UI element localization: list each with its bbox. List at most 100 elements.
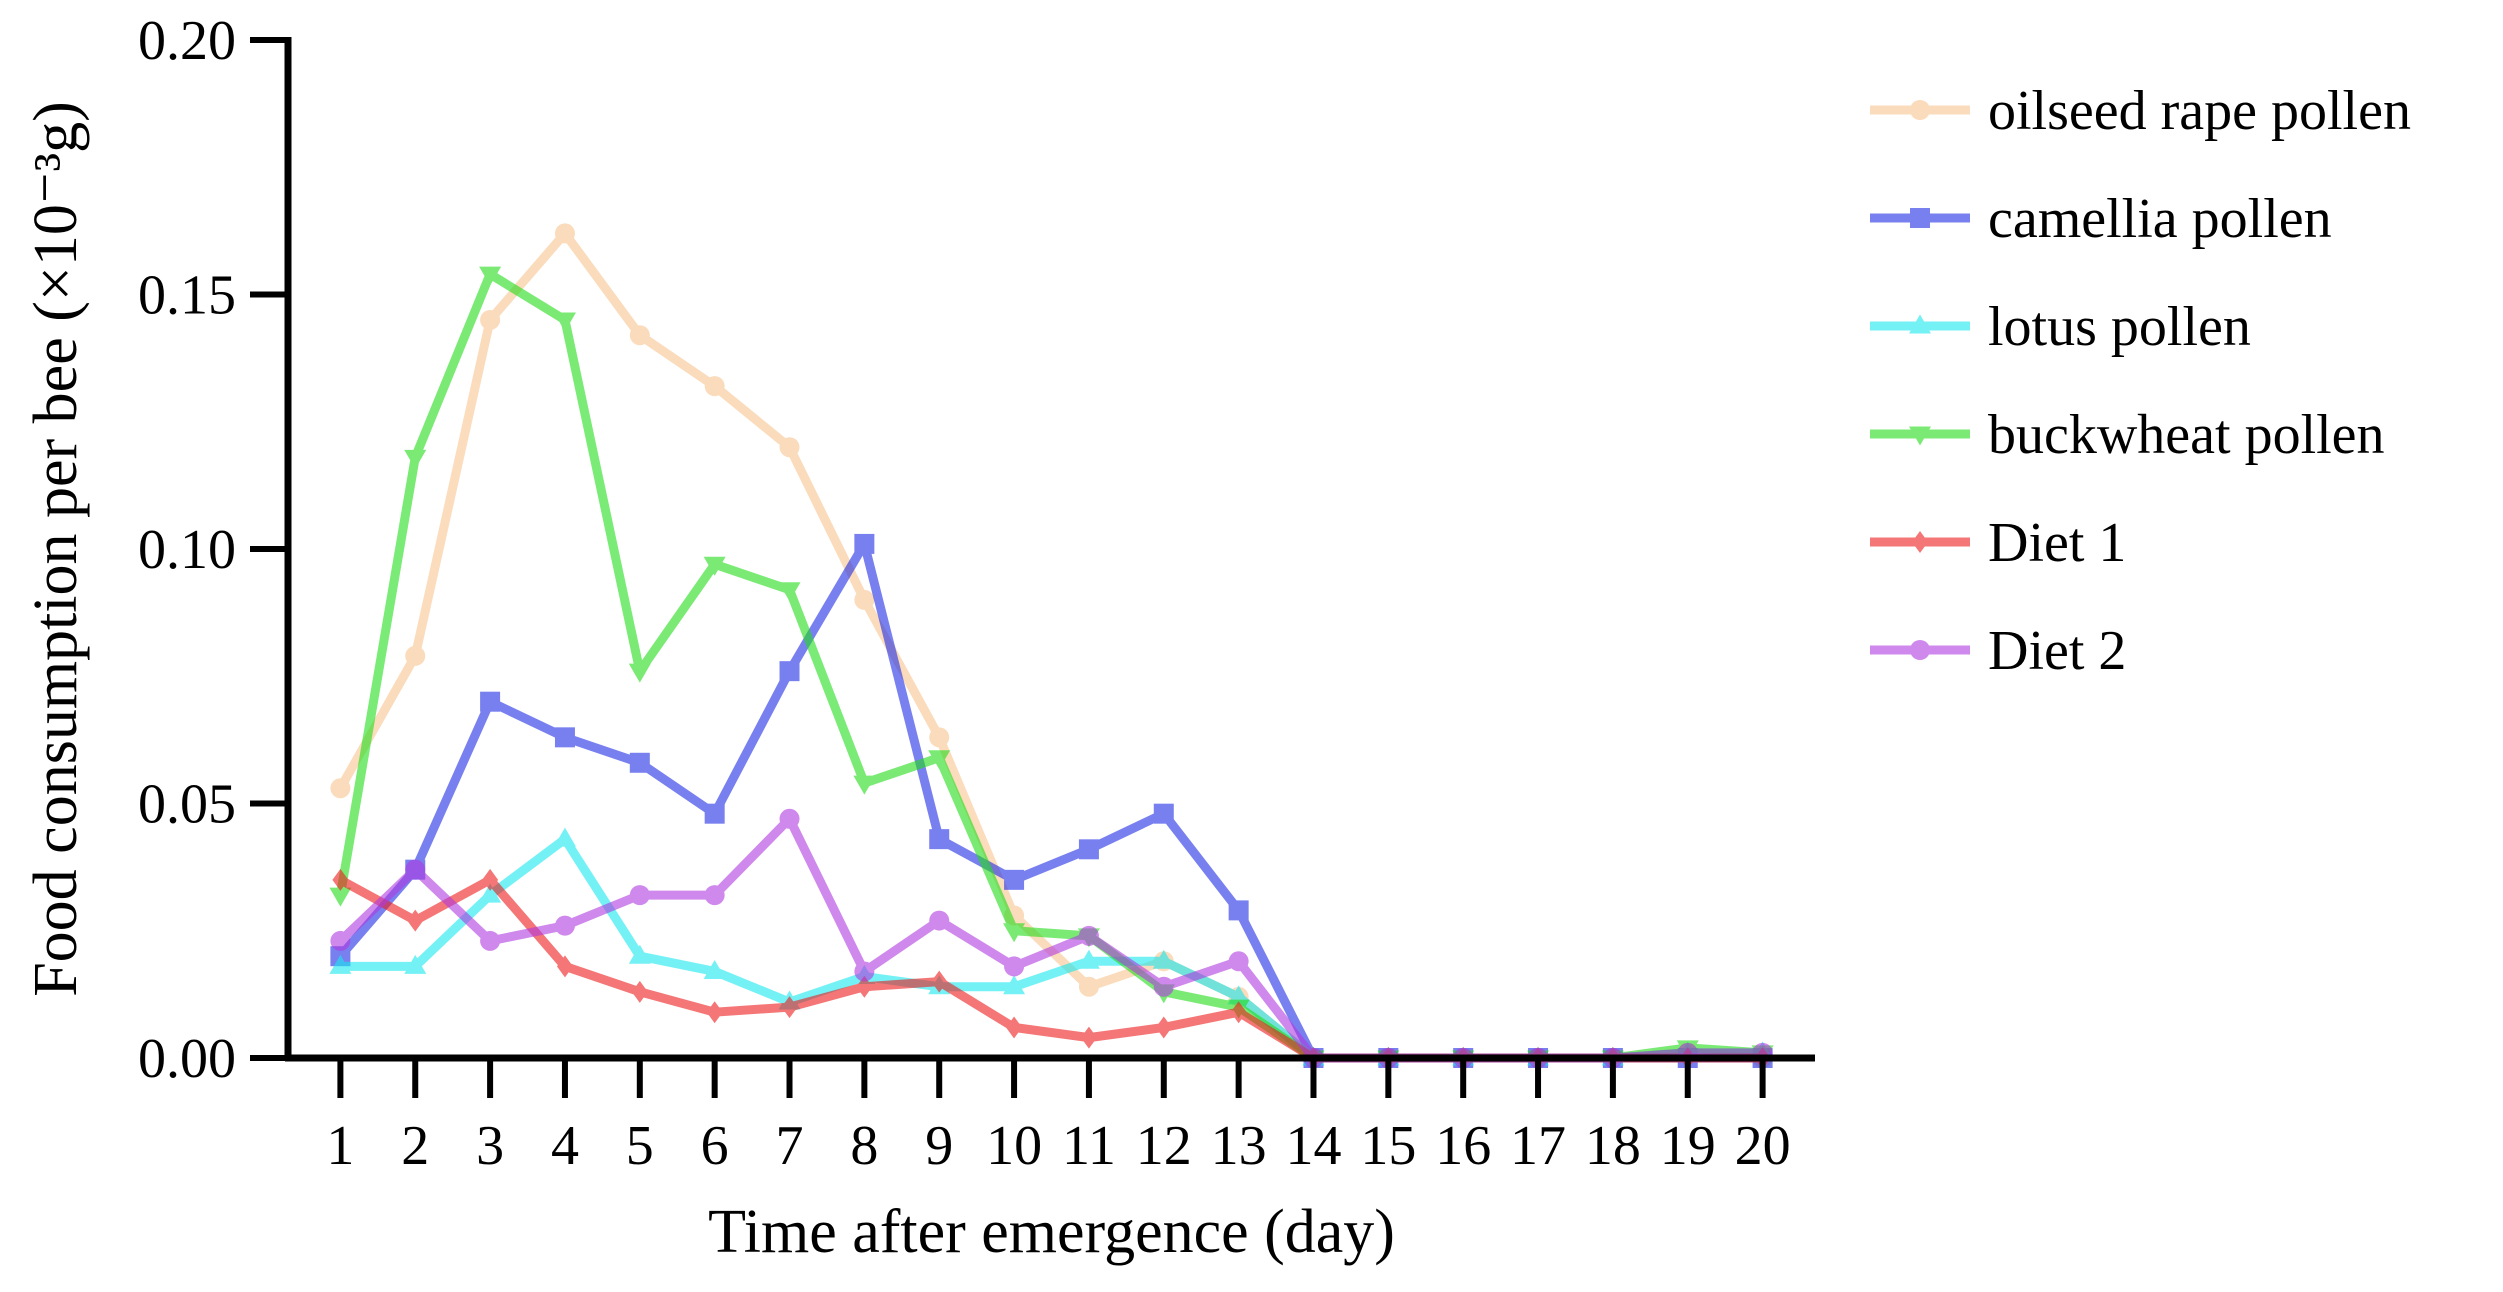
legend: oilseed rape pollen camellia pollen lotus … xyxy=(1870,80,2411,682)
data-point xyxy=(1003,975,1026,995)
data-point xyxy=(704,376,725,397)
data-point xyxy=(1078,839,1099,860)
data-point xyxy=(1004,869,1025,890)
data-point xyxy=(854,961,875,982)
legend-label: camellia pollen xyxy=(1988,188,2332,250)
y-tick-label: 0.10 xyxy=(138,519,236,581)
data-point xyxy=(405,859,426,880)
legend-marker xyxy=(1912,531,1928,553)
legend-marker xyxy=(1909,314,1931,334)
data-point xyxy=(779,808,800,829)
legend-swatch xyxy=(1870,640,1970,660)
data-point xyxy=(854,533,875,554)
series-diet-1 xyxy=(332,868,1771,1069)
data-point xyxy=(704,885,725,906)
legend-label: Diet 1 xyxy=(1988,512,2126,574)
data-point xyxy=(629,325,650,346)
x-axis-title: Time after emergence (day) xyxy=(708,1198,1395,1266)
data-point xyxy=(704,803,725,824)
x-tick-label: 5 xyxy=(626,1115,654,1177)
data-point xyxy=(554,727,575,748)
x-tick-label: 3 xyxy=(476,1115,504,1177)
legend-marker xyxy=(1909,426,1931,446)
data-point xyxy=(554,915,575,936)
data-point xyxy=(482,868,499,891)
data-point xyxy=(929,727,950,748)
data-point xyxy=(1004,956,1025,977)
x-tick-label: 17 xyxy=(1510,1115,1566,1177)
data-point xyxy=(553,312,576,332)
data-point xyxy=(929,910,950,931)
legend-item: Diet 2 xyxy=(1870,620,2126,682)
x-tick-label: 15 xyxy=(1360,1115,1416,1177)
legend-item: camellia pollen xyxy=(1870,188,2332,250)
data-point xyxy=(706,1001,723,1024)
x-tick-label: 14 xyxy=(1285,1115,1341,1177)
data-point xyxy=(1155,1016,1172,1039)
x-tick-label: 16 xyxy=(1435,1115,1491,1177)
x-tick-label: 1 xyxy=(326,1115,354,1177)
x-tick-label: 9 xyxy=(925,1115,953,1177)
data-point xyxy=(479,266,502,286)
data-point xyxy=(853,775,876,795)
legend-marker xyxy=(1910,640,1930,660)
data-point xyxy=(1078,925,1099,946)
data-point xyxy=(1078,976,1099,997)
data-point xyxy=(1006,1016,1023,1039)
legend-swatch xyxy=(1870,314,1970,334)
data-point xyxy=(407,909,424,932)
x-tick-label: 4 xyxy=(551,1115,579,1177)
series-layer xyxy=(329,223,1774,1070)
data-point xyxy=(628,944,651,964)
data-point xyxy=(553,827,576,847)
data-point xyxy=(1080,1026,1097,1049)
data-point xyxy=(479,883,502,903)
data-point xyxy=(779,437,800,458)
legend-swatch xyxy=(1870,208,1970,228)
legend-swatch xyxy=(1870,531,1970,553)
x-tick-label: 12 xyxy=(1136,1115,1192,1177)
data-point xyxy=(628,663,651,683)
data-point xyxy=(1228,900,1249,921)
data-point xyxy=(931,970,948,993)
legend-label: oilseed rape pollen xyxy=(1988,80,2411,142)
data-point xyxy=(1153,976,1174,997)
legend-swatch xyxy=(1870,100,1970,120)
legend-label: lotus pollen xyxy=(1988,296,2251,358)
data-point xyxy=(329,954,352,974)
data-point xyxy=(778,582,801,602)
data-point xyxy=(854,589,875,610)
data-point xyxy=(330,778,351,799)
x-tick-label: 10 xyxy=(986,1115,1042,1177)
data-point xyxy=(703,556,726,576)
y-axis-title: Food consumption per bee (×10⁻³g) xyxy=(22,101,90,997)
data-point xyxy=(929,829,950,850)
data-point xyxy=(629,885,650,906)
series-line xyxy=(335,814,1768,1063)
data-point xyxy=(405,645,426,666)
data-point xyxy=(480,930,501,951)
ticks: 0.000.050.100.150.201 2 3 4 5 6 7 8 9 10 11 12 13 14 1… xyxy=(138,10,1791,1177)
x-tick-label: 13 xyxy=(1211,1115,1267,1177)
x-tick-label: 6 xyxy=(701,1115,729,1177)
data-point xyxy=(554,223,575,244)
legend-swatch xyxy=(1870,426,1970,446)
data-point xyxy=(779,661,800,682)
legend-item: lotus pollen xyxy=(1870,296,2251,358)
data-point xyxy=(404,954,427,974)
data-point xyxy=(928,750,951,770)
legend-marker xyxy=(1910,100,1930,120)
data-point xyxy=(703,959,726,979)
x-tick-label: 11 xyxy=(1062,1115,1116,1177)
legend-item: Diet 1 xyxy=(1870,512,2126,574)
data-point xyxy=(332,868,349,891)
data-point xyxy=(480,309,501,330)
data-point xyxy=(330,930,351,951)
series-camellia-pollen xyxy=(330,533,1773,1068)
y-tick-label: 0.20 xyxy=(138,10,236,72)
legend-item: oilseed rape pollen xyxy=(1870,80,2411,142)
x-tick-label: 2 xyxy=(401,1115,429,1177)
series-line xyxy=(335,269,1768,1063)
x-tick-label: 18 xyxy=(1585,1115,1641,1177)
